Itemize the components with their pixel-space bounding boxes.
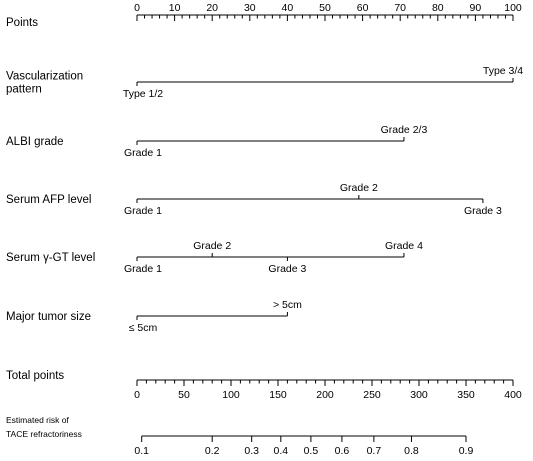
total-tick-label-250: 250	[363, 389, 381, 401]
points-tick-label-50: 50	[319, 2, 331, 14]
points-tick-label-90: 90	[470, 2, 482, 14]
points-tick-label-60: 60	[357, 2, 369, 14]
risk-tick-label-6: 0.7	[367, 445, 382, 457]
risk-axis-label-line-1: TACE refractoriness	[6, 429, 82, 439]
risk-tick-label-0: 0.1	[134, 445, 149, 457]
total-tick-label-200: 200	[316, 389, 334, 401]
var-label-albi-line-0: ALBI grade	[6, 136, 64, 148]
var-label-afp-line-0: Serum AFP level	[6, 194, 91, 206]
total-tick-label-400: 400	[504, 389, 522, 401]
var-level-albi-0: Grade 1	[124, 147, 162, 159]
var-level-afp-2: Grade 3	[464, 205, 502, 217]
var-label-vascularization-line-1: pattern	[6, 84, 42, 96]
var-level-ggt-1: Grade 2	[193, 240, 231, 252]
var-level-vascularization-1: Type 3/4	[483, 65, 523, 77]
total-tick-label-50: 50	[178, 389, 190, 401]
risk-tick-label-1: 0.2	[205, 445, 220, 457]
var-level-albi-1: Grade 2/3	[381, 124, 428, 136]
var-label-tumor_size-line-0: Major tumor size	[6, 311, 91, 323]
risk-axis-label-line-0: Estimated risk of	[6, 415, 69, 425]
var-level-ggt-3: Grade 4	[385, 240, 423, 252]
var-level-afp-1: Grade 2	[340, 182, 378, 194]
var-level-afp-0: Grade 1	[124, 205, 162, 217]
points-tick-label-80: 80	[432, 2, 444, 14]
var-label-vascularization-line-0: Vascularization	[6, 71, 83, 83]
risk-tick-label-4: 0.5	[304, 445, 319, 457]
risk-tick-label-5: 0.6	[335, 445, 350, 457]
var-level-ggt-0: Grade 1	[124, 263, 162, 275]
total-tick-label-0: 0	[134, 389, 140, 401]
points-tick-label-0: 0	[134, 2, 140, 14]
var-level-tumor_size-1: > 5cm	[273, 299, 302, 311]
total-tick-label-100: 100	[222, 389, 240, 401]
var-level-tumor_size-0: ≤ 5cm	[129, 322, 158, 334]
points-tick-label-10: 10	[169, 2, 181, 14]
risk-tick-label-7: 0.8	[404, 445, 419, 457]
total-tick-label-150: 150	[269, 389, 287, 401]
total-tick-label-350: 350	[457, 389, 475, 401]
risk-tick-label-2: 0.3	[244, 445, 259, 457]
points-tick-label-70: 70	[394, 2, 406, 14]
total-axis-label: Total points	[6, 370, 64, 382]
total-tick-label-300: 300	[410, 389, 428, 401]
risk-tick-label-3: 0.4	[274, 445, 289, 457]
points-tick-label-100: 100	[504, 2, 522, 14]
var-level-ggt-2: Grade 3	[268, 263, 306, 275]
var-level-vascularization-0: Type 1/2	[123, 88, 163, 100]
risk-tick-label-8: 0.9	[459, 445, 474, 457]
points-tick-label-40: 40	[282, 2, 294, 14]
var-label-ggt-line-0: Serum γ-GT level	[6, 252, 95, 264]
points-tick-label-20: 20	[206, 2, 218, 14]
points-axis-label: Points	[6, 17, 38, 29]
points-tick-label-30: 30	[244, 2, 256, 14]
